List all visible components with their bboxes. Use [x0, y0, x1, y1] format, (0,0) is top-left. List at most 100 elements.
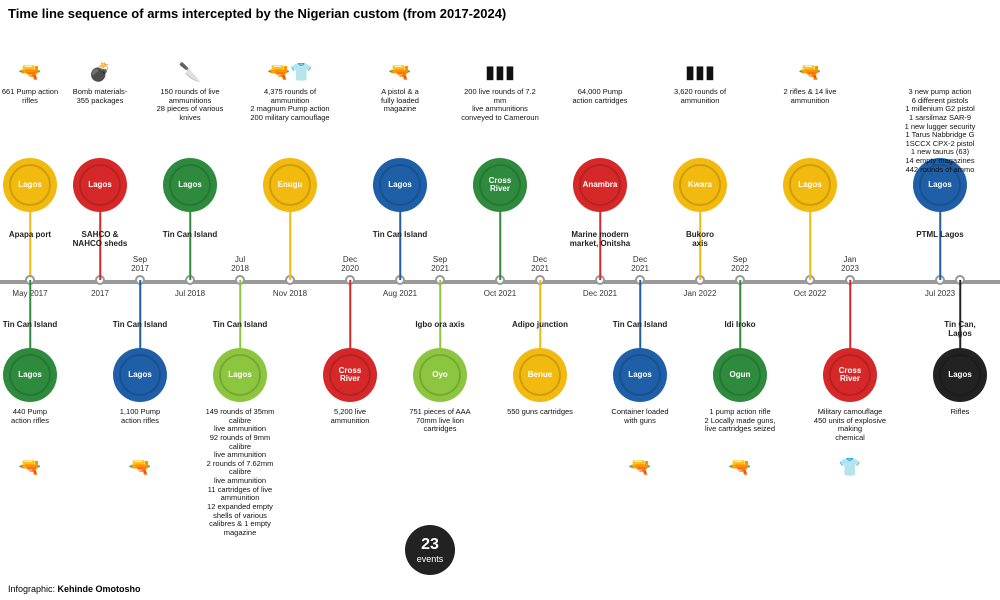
- event-city: Enugu: [278, 181, 303, 189]
- event-icon: 🔫: [370, 63, 430, 81]
- event-items: A pistol & afully loadedmagazine: [360, 88, 440, 114]
- page-title: Time line sequence of arms intercepted b…: [0, 0, 1000, 27]
- badge-label: events: [417, 554, 444, 564]
- event-node: CrossRiver: [473, 158, 527, 212]
- event-city: Lagos: [18, 181, 42, 189]
- event-items: 1 pump action rifle2 Locally made guns,l…: [700, 408, 780, 434]
- event-icon: 🔫: [610, 458, 670, 476]
- event-city: Lagos: [628, 371, 652, 379]
- event-location: Tin Can Island: [105, 320, 175, 329]
- event-items: 150 rounds of liveammunitions28 pieces o…: [150, 88, 230, 123]
- event-city: Kwara: [688, 181, 712, 189]
- event-node: Lagos: [73, 158, 127, 212]
- date-label: Dec2020: [330, 256, 370, 274]
- event-node: Ogun: [713, 348, 767, 402]
- event-node: Lagos: [3, 348, 57, 402]
- event-node: Lagos: [113, 348, 167, 402]
- event-city: Benue: [528, 371, 552, 379]
- event-items: Bomb materials-355 packages: [60, 88, 140, 105]
- event-items: 440 Pumpaction rifles: [0, 408, 70, 425]
- event-items: 64,000 Pumpaction cartridges: [560, 88, 640, 105]
- event-location: Tin Can,Lagos: [925, 320, 995, 338]
- event-city: Anambra: [583, 181, 618, 189]
- event-node: CrossRiver: [823, 348, 877, 402]
- date-label: Jan 2022: [680, 290, 720, 299]
- event-node: Lagos: [783, 158, 837, 212]
- event-node: CrossRiver: [323, 348, 377, 402]
- event-city: Ogun: [730, 371, 751, 379]
- event-node: Lagos: [613, 348, 667, 402]
- event-location: Bukoroaxis: [665, 230, 735, 248]
- event-node: Kwara: [673, 158, 727, 212]
- event-location: Tin Can Island: [605, 320, 675, 329]
- event-city: Lagos: [388, 181, 412, 189]
- event-icon: ▮▮▮: [470, 63, 530, 81]
- event-city: CrossRiver: [339, 367, 362, 383]
- event-city: Lagos: [178, 181, 202, 189]
- event-items: 3,620 rounds ofammunition: [660, 88, 740, 105]
- date-label: Jul2018: [220, 256, 260, 274]
- event-node: Lagos: [933, 348, 987, 402]
- event-location: Tin Can Island: [155, 230, 225, 239]
- event-icon: 👕: [820, 458, 880, 476]
- event-count-badge: 23 events: [405, 525, 455, 575]
- event-node: Benue: [513, 348, 567, 402]
- date-label: Nov 2018: [270, 290, 310, 299]
- date-label: Sep2021: [420, 256, 460, 274]
- event-icon: 🔫: [110, 458, 170, 476]
- event-items: 751 pieces of AAA70mm live lion cartridg…: [400, 408, 480, 434]
- event-node: Oyo: [413, 348, 467, 402]
- credit: Infographic: Kehinde Omotosho: [8, 584, 141, 594]
- event-location: Adipo junction: [505, 320, 575, 329]
- event-location: Tin Can Island: [365, 230, 435, 239]
- event-items: Container loadedwith guns: [600, 408, 680, 425]
- date-label: Sep2022: [720, 256, 760, 274]
- event-location: PTML Lagos: [905, 230, 975, 239]
- date-label: Oct 2022: [790, 290, 830, 299]
- date-label: Aug 2021: [380, 290, 420, 299]
- date-label: Dec2021: [620, 256, 660, 274]
- date-label: 2017: [80, 290, 120, 299]
- event-city: Lagos: [88, 181, 112, 189]
- event-location: Marine modernmarket, Onitsha: [565, 230, 635, 248]
- event-node: Lagos: [163, 158, 217, 212]
- event-city: Oyo: [432, 371, 448, 379]
- event-location: Idi Iroko: [705, 320, 775, 329]
- event-node: Lagos: [213, 348, 267, 402]
- event-location: Igbo ora axis: [405, 320, 475, 329]
- date-label: Jul 2023: [920, 290, 960, 299]
- event-icon: 🔫👕: [260, 63, 320, 81]
- event-items: 1,100 Pumpaction rifles: [100, 408, 180, 425]
- date-label: Jan2023: [830, 256, 870, 274]
- event-node: Lagos: [373, 158, 427, 212]
- event-items: 200 live rounds of 7.2 mmlive ammunition…: [460, 88, 540, 123]
- event-items: 5,200 liveammunition: [310, 408, 390, 425]
- credit-name: Kehinde Omotosho: [58, 584, 141, 594]
- event-city: Lagos: [228, 371, 252, 379]
- event-city: CrossRiver: [489, 177, 512, 193]
- event-location: Tin Can Island: [0, 320, 65, 329]
- event-icon: 🔫: [0, 63, 60, 81]
- event-node: Enugu: [263, 158, 317, 212]
- date-label: Sep2017: [120, 256, 160, 274]
- event-items: 550 guns cartridges: [500, 408, 580, 417]
- event-city: CrossRiver: [839, 367, 862, 383]
- event-city: Lagos: [128, 371, 152, 379]
- event-items: 3 new pump action6 different pistols1 mi…: [900, 88, 980, 174]
- date-label: Dec2021: [520, 256, 560, 274]
- event-location: Apapa port: [0, 230, 65, 239]
- credit-label: Infographic:: [8, 584, 55, 594]
- event-icon: 🔫: [0, 458, 60, 476]
- event-location: SAHCO &NAHCO sheds: [65, 230, 135, 248]
- event-items: Military camouflage450 units of explosiv…: [810, 408, 890, 443]
- event-items: 2 rifles & 14 liveammunition: [770, 88, 850, 105]
- event-items: Rifles: [920, 408, 1000, 417]
- event-items: 4,375 rounds of ammunition2 magnum Pump …: [250, 88, 330, 123]
- date-label: Dec 2021: [580, 290, 620, 299]
- event-node: Anambra: [573, 158, 627, 212]
- event-icon: ▮▮▮: [670, 63, 730, 81]
- event-city: Lagos: [928, 181, 952, 189]
- event-items: 149 rounds of 35mm calibrelive ammunitio…: [200, 408, 280, 537]
- event-city: Lagos: [798, 181, 822, 189]
- event-city: Lagos: [18, 371, 42, 379]
